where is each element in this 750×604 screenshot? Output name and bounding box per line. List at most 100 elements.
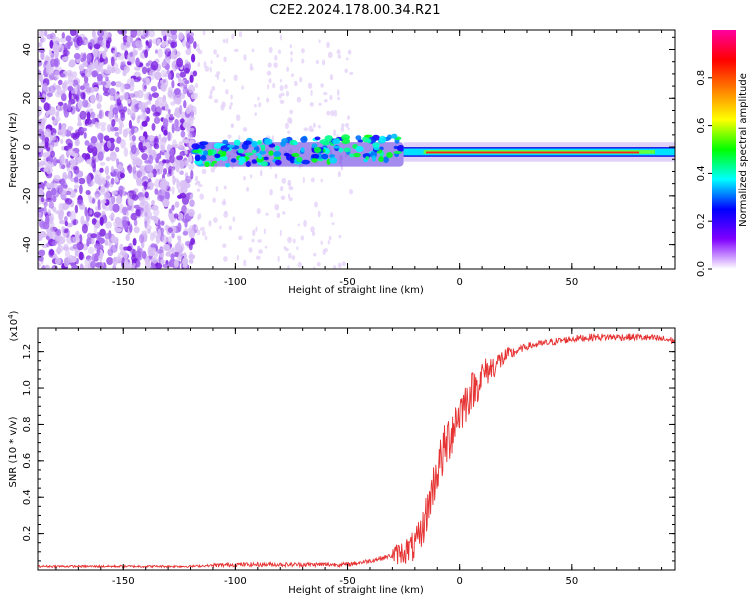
spectrogram-speckle [258, 249, 263, 254]
spectrogram-speckle [318, 39, 321, 44]
spectrogram-speckle [116, 136, 122, 144]
spectrogram-band-blob [341, 134, 350, 141]
spectrogram-speckle [43, 102, 50, 112]
spectrogram-speckle [79, 184, 83, 195]
spectrogram-speckle [216, 53, 220, 58]
spectrogram-speckle [291, 255, 296, 260]
snr-background [38, 328, 675, 570]
spectrogram-band-blob [289, 156, 296, 164]
spectrogram-band-blob [203, 150, 209, 157]
spectrogram-speckle [53, 174, 61, 182]
spectrogram-speckle [56, 246, 61, 255]
spectrogram-speckle [74, 84, 78, 94]
spectrogram-speckle [115, 146, 120, 153]
spectrogram-band-blob [365, 156, 370, 160]
spectrogram-speckle [192, 70, 198, 77]
spectrogram-band-blob [263, 156, 269, 161]
spectrogram-band-blob [393, 150, 403, 154]
spectrogram-speckle [38, 72, 43, 83]
spectrogram-speckle [146, 99, 152, 105]
spectrogram-band-blob [274, 145, 280, 151]
spectrogram-band-blob [244, 152, 254, 156]
spectrogram-speckle [182, 257, 189, 267]
spectrogram-band-blob [259, 150, 267, 155]
spectrogram-speckle [167, 235, 172, 245]
spectrogram-speckle [163, 129, 168, 136]
spectrogram-speckle [167, 131, 171, 142]
spectrogram-band-blob [329, 157, 338, 164]
spectrogram-speckle [165, 159, 170, 164]
spectrogram-speckle [170, 30, 177, 35]
spectrogram-speckle [132, 238, 137, 246]
spectrogram-speckle [60, 73, 66, 78]
spectrogram-speckle [177, 222, 182, 233]
spectrogram-speckle [287, 130, 291, 134]
spectrogram-speckle [189, 130, 196, 138]
spectrogram-band-blob [355, 135, 362, 141]
spectrogram-speckle [216, 73, 220, 81]
spectrogram-speckle [202, 30, 206, 36]
spectrogram-speckle [90, 136, 98, 144]
spectrogram-speckle [38, 142, 41, 147]
spectrogram-speckle [243, 259, 247, 267]
spectrogram-band-blob [386, 152, 393, 158]
spectrogram-speckle [91, 198, 96, 204]
spectrogram-speckle [296, 246, 299, 251]
spectrogram-speckle [77, 156, 84, 163]
spectrogram-speckle [108, 110, 113, 116]
spectrogram-speckle [113, 221, 118, 227]
spectrogram-speckle [65, 198, 73, 205]
spectrogram-speckle [196, 43, 200, 48]
spectrogram-speckle [105, 221, 112, 229]
spectrogram-speckle [277, 49, 282, 54]
spectrogram-speckle [38, 59, 43, 67]
spectrogram-band-blob [274, 159, 282, 166]
spectrogram-speckle [162, 159, 167, 164]
spectrogram-y-tick-label: 20 [22, 92, 33, 105]
colorbar: 0.0 0.2 0.4 0.6 0.8 Normalized spectral ampl… [696, 30, 749, 277]
spectrogram-speckle [345, 122, 349, 128]
spectrogram-speckle [112, 107, 119, 115]
spectrogram-speckle [333, 265, 337, 269]
spectrogram-speckle [314, 201, 318, 208]
spectrogram-speckle [120, 250, 126, 256]
spectrogram-speckle [286, 90, 289, 97]
spectrogram-speckle [197, 214, 200, 221]
spectrogram-x-axis-label: Height of straight line (km) [288, 285, 424, 296]
spectrogram-speckle [173, 111, 178, 117]
spectrogram-speckle [282, 211, 286, 215]
spectrogram-ticks: -150 -100 -50 0 50 -40 -20 0 20 40 [22, 30, 675, 288]
spectrogram-speckle [39, 161, 47, 166]
snr-x-tick-label: 50 [565, 576, 578, 587]
spectrogram-speckle [98, 261, 103, 269]
spectrogram-speckle [159, 169, 163, 175]
spectrogram-speckle [230, 94, 233, 100]
spectrogram-speckle [49, 58, 58, 67]
spectrogram-speckle [100, 199, 107, 204]
snr-x-tick-label: -100 [224, 576, 247, 587]
spectrogram-speckle [44, 141, 49, 149]
spectrogram-speckle [109, 95, 114, 101]
spectrogram-speckle [248, 247, 253, 253]
spectrogram-speckle [90, 260, 97, 269]
spectrogram-speckle [74, 30, 79, 37]
spectrogram-speckle [196, 229, 201, 236]
spectrogram-speckle [92, 49, 98, 58]
spectrogram-speckle [226, 37, 229, 45]
spectrogram-speckle [337, 89, 340, 96]
spectrogram-speckle [151, 123, 156, 131]
spectrogram-speckle [194, 92, 198, 99]
spectrogram-band-blob [321, 153, 329, 160]
spectrogram-speckle [152, 111, 160, 117]
spectrogram-band-blob [378, 135, 387, 143]
spectrogram-speckle [301, 48, 305, 54]
spectrogram-speckle [233, 74, 238, 81]
spectrogram-speckle [94, 121, 99, 128]
spectrogram-speckle [338, 234, 342, 239]
spectrogram-speckle [117, 252, 122, 261]
spectrogram-speckle [85, 212, 90, 222]
spectrogram-speckle [144, 220, 148, 228]
snr-ticks: -150 -100 -50 0 50 0.2 0.4 0.6 0.8 1.0 1.2 [22, 328, 675, 587]
spectrogram-speckle [96, 231, 100, 242]
spectrogram-plot-area [38, 30, 675, 269]
